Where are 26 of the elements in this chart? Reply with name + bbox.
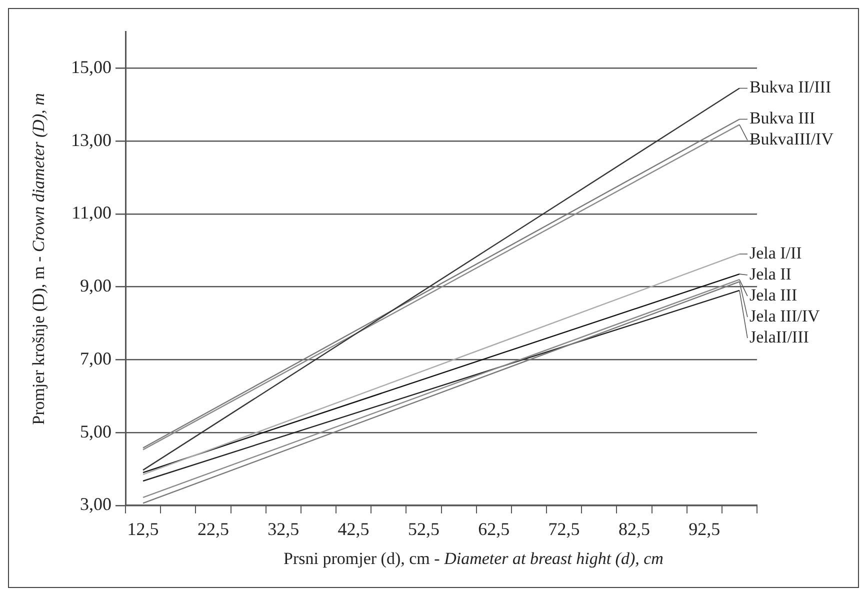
y-tick-label: 5,00 (80, 421, 112, 442)
series-label: Bukva II/III (749, 78, 832, 97)
series-label: Jela I/II (749, 243, 802, 262)
x-tick-label: 62,5 (478, 518, 510, 539)
series-label: Bukva III (749, 108, 816, 128)
series-label: Jela III/IV (749, 306, 821, 326)
x-tick-label: 52,5 (408, 518, 440, 539)
y-tick-label: 3,00 (80, 494, 112, 514)
x-tick-label: 32,5 (268, 518, 300, 539)
x-axis-title: Prsni promjer (d), cm - Diameter at breast hight (d), cm (282, 549, 664, 569)
x-tick-label: 42,5 (338, 518, 370, 539)
x-tick-label: 12,5 (127, 518, 159, 539)
x-tick-label: 22,5 (197, 518, 229, 539)
x-tick-label: 92,5 (688, 518, 720, 539)
x-tick-label: 82,5 (618, 518, 650, 539)
text: JelaII/III (749, 327, 810, 346)
series-label: BukvaIII/IV (749, 130, 834, 149)
y-tick-label: 13,00 (71, 130, 112, 150)
y-tick-label: 15,00 (71, 56, 112, 77)
series-label: Jela II (749, 264, 792, 284)
y-tick-label: 9,00 (80, 276, 112, 296)
y-tick-label: 7,00 (80, 348, 112, 368)
x-tick-label: 72,5 (548, 518, 580, 539)
series-label: Jela III (749, 285, 798, 304)
y-tick-label: 11,00 (72, 202, 112, 223)
y-axis-title: Promjer krošnje (D), m - Crown diameter (D), m (29, 93, 49, 425)
